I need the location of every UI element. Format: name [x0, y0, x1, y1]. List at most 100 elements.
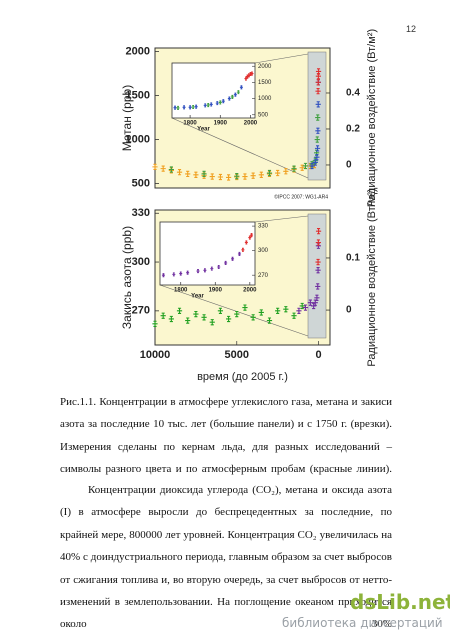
data-point — [242, 304, 248, 311]
data-point — [311, 302, 317, 310]
data-point — [230, 94, 234, 100]
x-tick-label: 1800 — [183, 121, 197, 127]
inset-bg — [171, 62, 256, 119]
data-point — [160, 165, 166, 172]
data-point — [239, 85, 243, 90]
y-tick-label: 330 — [132, 207, 150, 219]
data-point — [182, 105, 186, 110]
y2-tick-label: 0.2 — [346, 124, 360, 135]
data-point — [315, 87, 321, 95]
data-point — [242, 173, 248, 180]
data-point — [194, 104, 198, 109]
x-axis-title: время (до 2005 г.) — [197, 371, 288, 383]
data-point — [227, 96, 231, 101]
connector — [254, 53, 309, 64]
data-point — [291, 165, 297, 172]
data-point — [168, 315, 174, 323]
data-point — [315, 101, 321, 108]
data-point — [314, 145, 321, 152]
data-point — [196, 269, 200, 274]
data-point — [258, 309, 264, 316]
data-point — [314, 136, 320, 143]
y-tick-label: 500 — [258, 112, 269, 118]
data-point — [275, 307, 281, 314]
y-tick-label: 2000 — [126, 45, 150, 57]
y-tick-label: 1500 — [126, 89, 150, 101]
data-point — [203, 268, 207, 273]
y-tick-label: 1000 — [258, 96, 272, 102]
y2-axis-title: Радиационное воздействие (Вт/м²) — [366, 188, 378, 366]
data-point — [236, 90, 240, 95]
data-point — [247, 73, 251, 78]
y-tick-label: 1000 — [126, 133, 150, 145]
data-point — [314, 154, 320, 161]
data-point — [315, 68, 322, 75]
data-point — [185, 170, 191, 178]
data-point — [315, 127, 321, 134]
y-tick-label: 270 — [258, 273, 269, 279]
data-point — [173, 105, 177, 110]
connector — [171, 117, 309, 179]
page-number: 12 — [406, 24, 417, 34]
data-point — [302, 162, 309, 170]
data-point — [283, 168, 289, 175]
inset-region — [307, 213, 327, 339]
data-point — [266, 169, 273, 177]
data-point — [313, 149, 320, 156]
data-point — [209, 102, 213, 107]
watermark-tagline: библиотека диссертаций — [282, 616, 443, 630]
data-point — [172, 272, 176, 277]
data-point — [309, 162, 315, 170]
data-point — [152, 320, 158, 328]
data-point — [209, 173, 215, 180]
data-point — [186, 270, 190, 275]
x-tick-label: 2000 — [244, 121, 258, 127]
data-point — [315, 283, 321, 290]
x-axis-title: Year — [191, 294, 204, 300]
y-tick-label: 500 — [132, 178, 150, 190]
data-point — [193, 310, 199, 318]
data-point — [245, 74, 249, 79]
y-tick-label: 300 — [258, 248, 269, 254]
data-point — [314, 294, 320, 301]
data-point — [234, 310, 240, 318]
y2-axis-title: Радиационное воздействие (Вт/м²) — [366, 29, 378, 207]
data-point — [201, 314, 207, 321]
paragraph: Концентрации диоксида углерода (CO₂), ме… — [60, 484, 392, 631]
data-point — [185, 317, 191, 324]
data-point — [237, 251, 241, 256]
data-point — [315, 79, 321, 86]
data-point — [296, 307, 302, 314]
caption: Рис.1.1. Концентрации в атмосфере углеки… — [60, 396, 392, 476]
data-point — [203, 103, 207, 108]
y-tick-label: 270 — [132, 305, 150, 317]
data-point — [221, 99, 225, 104]
x-tick-label: 0 — [315, 349, 321, 361]
data-point — [225, 315, 232, 323]
data-point — [160, 312, 166, 319]
data-point — [168, 166, 174, 173]
connector — [254, 215, 309, 223]
data-point — [217, 173, 224, 181]
data-point — [248, 71, 252, 77]
data-point — [312, 159, 318, 166]
data-point — [315, 73, 321, 80]
data-point — [250, 314, 256, 321]
data-point — [244, 240, 248, 245]
data-point — [315, 258, 321, 266]
data-point — [307, 299, 313, 306]
figure: 500 1000 1500 2000 0 0.2 0.4 Метан (ppb) Радиаци… — [120, 29, 378, 383]
data-point — [244, 76, 248, 81]
x-tick-label: 1900 — [214, 121, 228, 127]
data-point — [266, 317, 273, 324]
data-point — [315, 114, 321, 121]
data-point — [209, 319, 215, 326]
y-tick-label: 330 — [258, 224, 269, 230]
inset-region — [307, 51, 327, 181]
data-point — [152, 163, 158, 171]
data-point — [275, 169, 281, 177]
data-point — [250, 71, 254, 76]
data-point — [315, 267, 321, 274]
data-point — [291, 312, 297, 319]
